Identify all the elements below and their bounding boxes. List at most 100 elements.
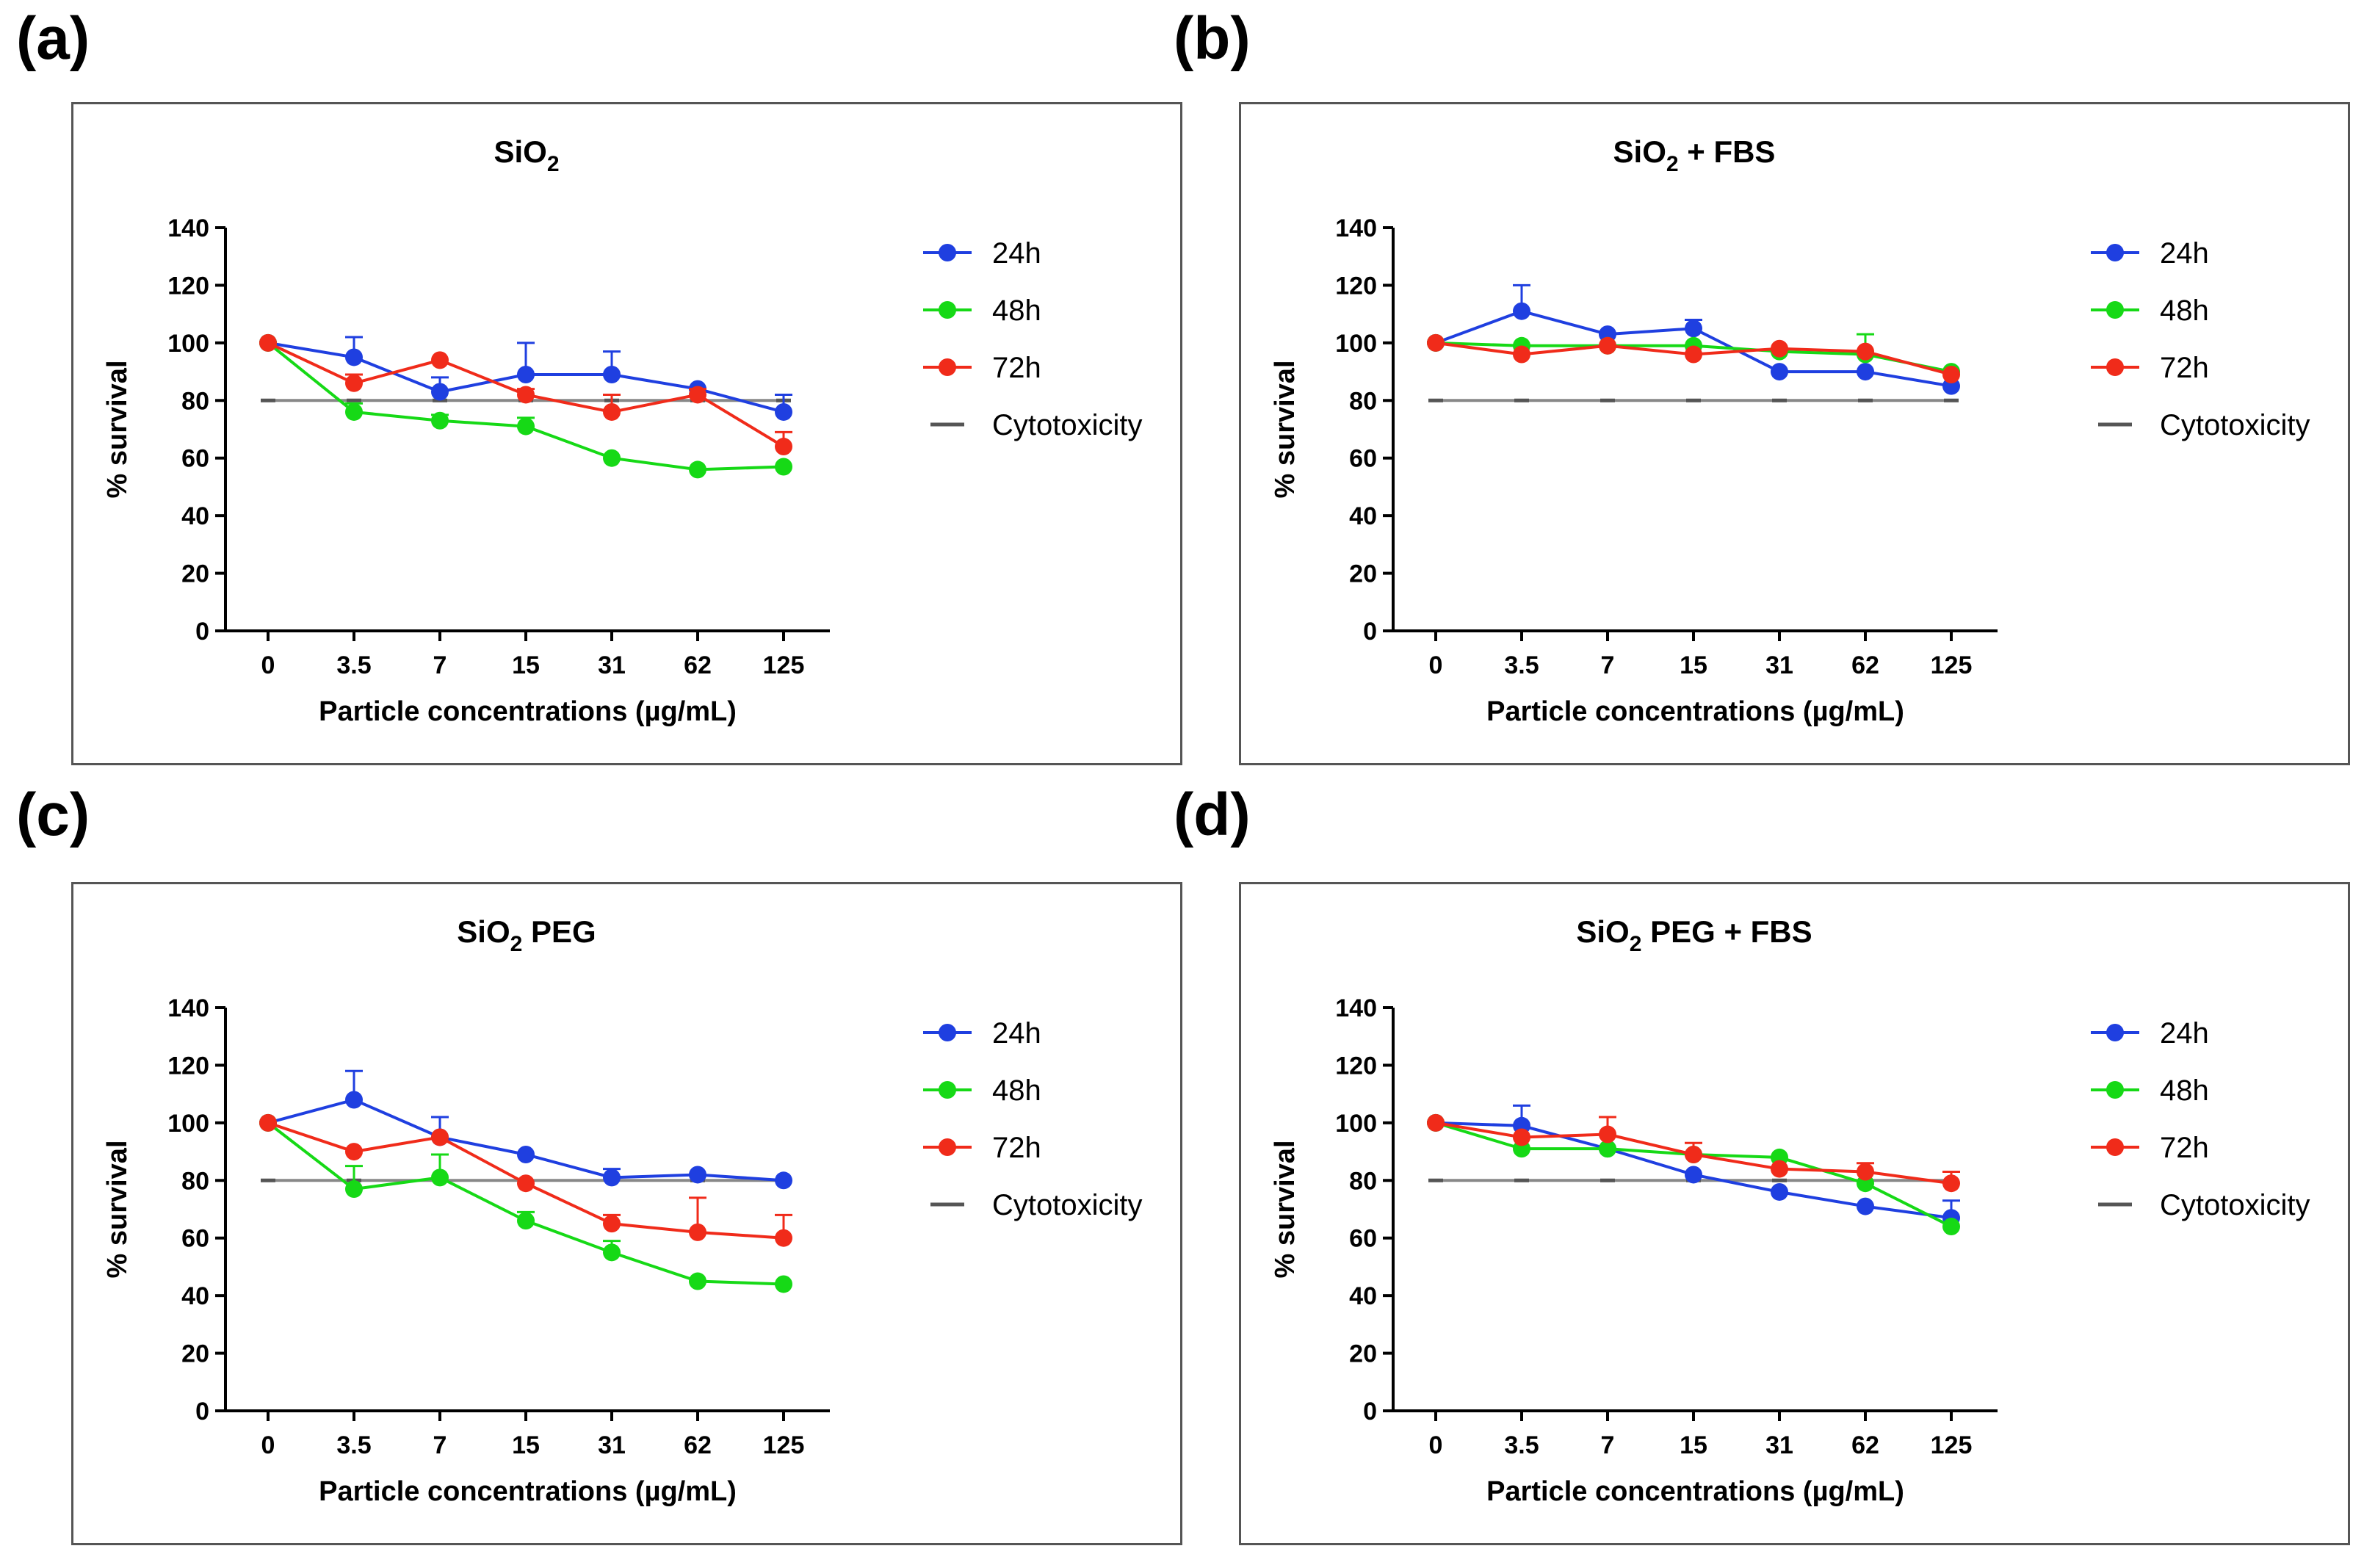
- legend-swatch-marker: [2106, 1138, 2124, 1156]
- y-tick-label: 0: [1363, 618, 1377, 646]
- x-tick-label: 125: [763, 1431, 805, 1459]
- y-tick-label: 100: [167, 1110, 209, 1138]
- series-72h-point: [1685, 345, 1702, 364]
- series-72h-point: [517, 386, 535, 404]
- legend-label: 72h: [992, 352, 1041, 384]
- series-72h-point: [689, 1223, 706, 1241]
- series-24h-point: [603, 365, 621, 383]
- series-72h-point: [517, 1174, 535, 1193]
- x-tick-label: 31: [1765, 1431, 1793, 1459]
- series-72h-point: [345, 374, 363, 392]
- series-72h-point: [1942, 365, 1960, 383]
- series-72h-point: [1513, 1128, 1530, 1146]
- series-24h-point: [1771, 363, 1788, 381]
- legend-label: 48h: [2160, 295, 2209, 327]
- y-tick-label: 20: [1349, 1340, 1377, 1368]
- y-tick-label: 20: [181, 1340, 209, 1368]
- y-tick-label: 140: [1335, 214, 1377, 242]
- series-48h-point: [775, 458, 792, 476]
- series-72h-point: [1427, 1113, 1445, 1132]
- series-72h-point: [259, 333, 277, 352]
- legend-label: 24h: [992, 237, 1041, 270]
- x-tick-label: 3.5: [336, 651, 371, 679]
- panel-label-b: (b): [1174, 5, 1251, 72]
- y-tick-label: 60: [1349, 1225, 1377, 1253]
- series-24h-point: [1857, 363, 1874, 381]
- series-48h-point: [345, 1180, 363, 1199]
- y-tick-label: 20: [1349, 560, 1377, 588]
- x-tick-label: 62: [1851, 651, 1879, 679]
- x-axis-label: Particle concentrations (µg/mL): [319, 1476, 737, 1507]
- series-24h-point: [1685, 319, 1702, 338]
- y-axis-label: % survival: [1270, 1141, 1301, 1279]
- x-axis-label: Particle concentrations (µg/mL): [1486, 696, 1904, 727]
- chart-title: SiO2 + FBS: [1613, 134, 1776, 176]
- series-24h-point: [689, 1166, 706, 1184]
- legend-swatch-marker: [939, 244, 956, 261]
- panel-label-c: (c): [16, 781, 90, 848]
- legend-label: 72h: [992, 1132, 1041, 1164]
- y-tick-label: 0: [195, 1398, 209, 1426]
- y-tick-label: 80: [181, 387, 209, 415]
- legend-label: Cytotoxicity: [2160, 409, 2310, 441]
- series-72h-point: [1685, 1145, 1702, 1163]
- legend-label: 72h: [2160, 1132, 2209, 1164]
- legend-swatch-marker: [2106, 1024, 2124, 1041]
- y-tick-label: 80: [1349, 1167, 1377, 1195]
- series-24h-point: [517, 1145, 535, 1163]
- panel-a-frame: [71, 102, 1182, 765]
- x-tick-label: 15: [1680, 651, 1707, 679]
- series-24h-point: [775, 1171, 792, 1190]
- chart-title: SiO2 PEG + FBS: [1576, 914, 1812, 956]
- x-tick-label: 62: [684, 1431, 712, 1459]
- series-48h-point: [517, 417, 535, 436]
- x-tick-label: 15: [512, 651, 540, 679]
- x-tick-label: 62: [1851, 1431, 1879, 1459]
- legend-label: 24h: [2160, 237, 2209, 270]
- series-72h-point: [603, 402, 621, 421]
- legend-label: 48h: [2160, 1074, 2209, 1107]
- y-tick-label: 0: [1363, 1398, 1377, 1426]
- legend-swatch-marker: [939, 1024, 956, 1041]
- series-24h-point: [345, 1091, 363, 1109]
- series-72h-point: [1599, 336, 1616, 355]
- panel-c-frame: [71, 882, 1182, 1545]
- y-tick-label: 140: [167, 214, 209, 242]
- series-48h-point: [517, 1212, 535, 1230]
- x-tick-label: 31: [598, 651, 626, 679]
- series-24h-line: [267, 1098, 784, 1182]
- chart-p3: SiO2 PEG + FBS 0 20 40 60 80 100 120 140 0 3.5 7 15 3…: [1270, 914, 2310, 1507]
- series-72h-point: [775, 1229, 792, 1247]
- x-tick-label: 0: [1429, 651, 1443, 679]
- x-tick-label: 3.5: [336, 1431, 371, 1459]
- series-72h-point: [1771, 1160, 1788, 1178]
- x-tick-label: 3.5: [1504, 1431, 1539, 1459]
- legend-label: 72h: [2160, 352, 2209, 384]
- chart-title: SiO2: [494, 134, 559, 176]
- series-72h-point: [775, 438, 792, 456]
- chart-title: SiO2 PEG: [457, 914, 596, 956]
- chart-p0: SiO2 0 20 40 60 80 100 120 140 0 3.5 7 15 31 62 125 Part…: [102, 134, 1143, 727]
- y-tick-label: 40: [1349, 502, 1377, 530]
- series-24h-point: [345, 348, 363, 366]
- x-tick-label: 125: [1931, 1431, 1973, 1459]
- series-72h-point: [259, 1113, 277, 1132]
- x-axis-label: Particle concentrations (µg/mL): [1486, 1476, 1904, 1507]
- series-24h-point: [1685, 1166, 1702, 1184]
- chart-p1: SiO2 + FBS 0 20 40 60 80 100 120 140 0 3.5 7 15 31 62 1…: [1270, 134, 2310, 727]
- x-tick-label: 3.5: [1504, 651, 1539, 679]
- legend-label: 48h: [992, 295, 1041, 327]
- y-tick-label: 80: [1349, 387, 1377, 415]
- y-tick-label: 0: [195, 618, 209, 646]
- legend-label: Cytotoxicity: [992, 1189, 1143, 1221]
- x-tick-label: 7: [433, 1431, 447, 1459]
- legend-swatch-marker: [939, 358, 956, 376]
- series-48h-point: [1942, 1218, 1960, 1236]
- series-72h-point: [603, 1215, 621, 1233]
- chart-p2: SiO2 PEG 0 20 40 60 80 100 120 140 0 3.5 7 15 31 62 125…: [102, 914, 1143, 1507]
- x-tick-label: 0: [1429, 1431, 1443, 1459]
- y-axis-label: % survival: [1270, 361, 1301, 499]
- series-48h-point: [603, 449, 621, 467]
- series-24h-point: [1513, 302, 1530, 320]
- series-24h-point: [603, 1168, 621, 1187]
